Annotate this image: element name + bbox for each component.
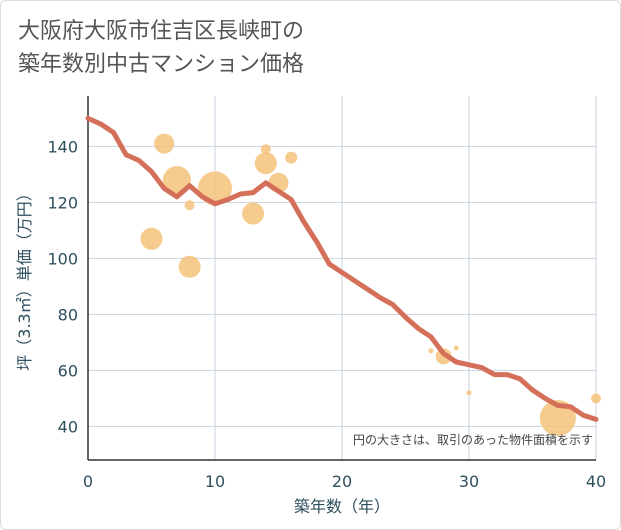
bubble-point — [140, 227, 163, 250]
trend-line — [85, 115, 599, 422]
x-tick-label: 0 — [83, 472, 93, 491]
bubble-point — [466, 390, 472, 396]
y-tick-label: 40 — [58, 417, 78, 436]
bubble-point — [285, 151, 298, 164]
chart-title-line-1: 大阪府大阪市住吉区長峡町の — [18, 19, 305, 44]
bubble-point — [242, 202, 265, 225]
chart-title: 大阪府大阪市住吉区長峡町の 築年数別中古マンション価格 — [18, 15, 304, 81]
x-tick-label: 10 — [205, 472, 225, 491]
bubble-series — [140, 133, 601, 436]
y-tick-label: 80 — [58, 305, 78, 324]
bubble-point — [260, 144, 271, 155]
chart-title-line-2: 築年数別中古マンション価格 — [18, 52, 305, 77]
x-axis-label: 築年数（年） — [294, 497, 390, 516]
grid-lines — [88, 96, 597, 460]
size-annotation: 円の大きさは、取引のあった物件面積を示す — [353, 432, 593, 447]
y-tick-label: 60 — [58, 361, 78, 380]
bubble-point — [254, 152, 277, 175]
bubble-point — [591, 393, 601, 404]
bubble-point — [154, 133, 175, 154]
trend-line-series — [85, 115, 599, 422]
bubble-point — [178, 255, 201, 278]
axes: 0 10 20 30 40 40 60 80 100 120 140 — [47, 96, 606, 491]
bubble-point — [184, 200, 195, 211]
x-tick-label: 20 — [332, 472, 352, 491]
bubble-point — [453, 345, 459, 351]
y-tick-label: 100 — [47, 249, 78, 268]
bubble-point — [428, 348, 434, 354]
x-tick-label: 30 — [459, 472, 479, 491]
y-tick-label: 140 — [47, 137, 78, 156]
axis-labels: 築年数（年） 坪（3.3㎡）単価（万円） 円の大きさは、取引のあった物件面積を示… — [15, 185, 593, 516]
y-tick-label: 120 — [47, 193, 78, 212]
x-tick-label: 40 — [586, 472, 606, 491]
bubble-point — [162, 166, 191, 194]
bubble-point — [539, 400, 576, 436]
y-axis-label: 坪（3.3㎡）単価（万円） — [15, 185, 34, 370]
